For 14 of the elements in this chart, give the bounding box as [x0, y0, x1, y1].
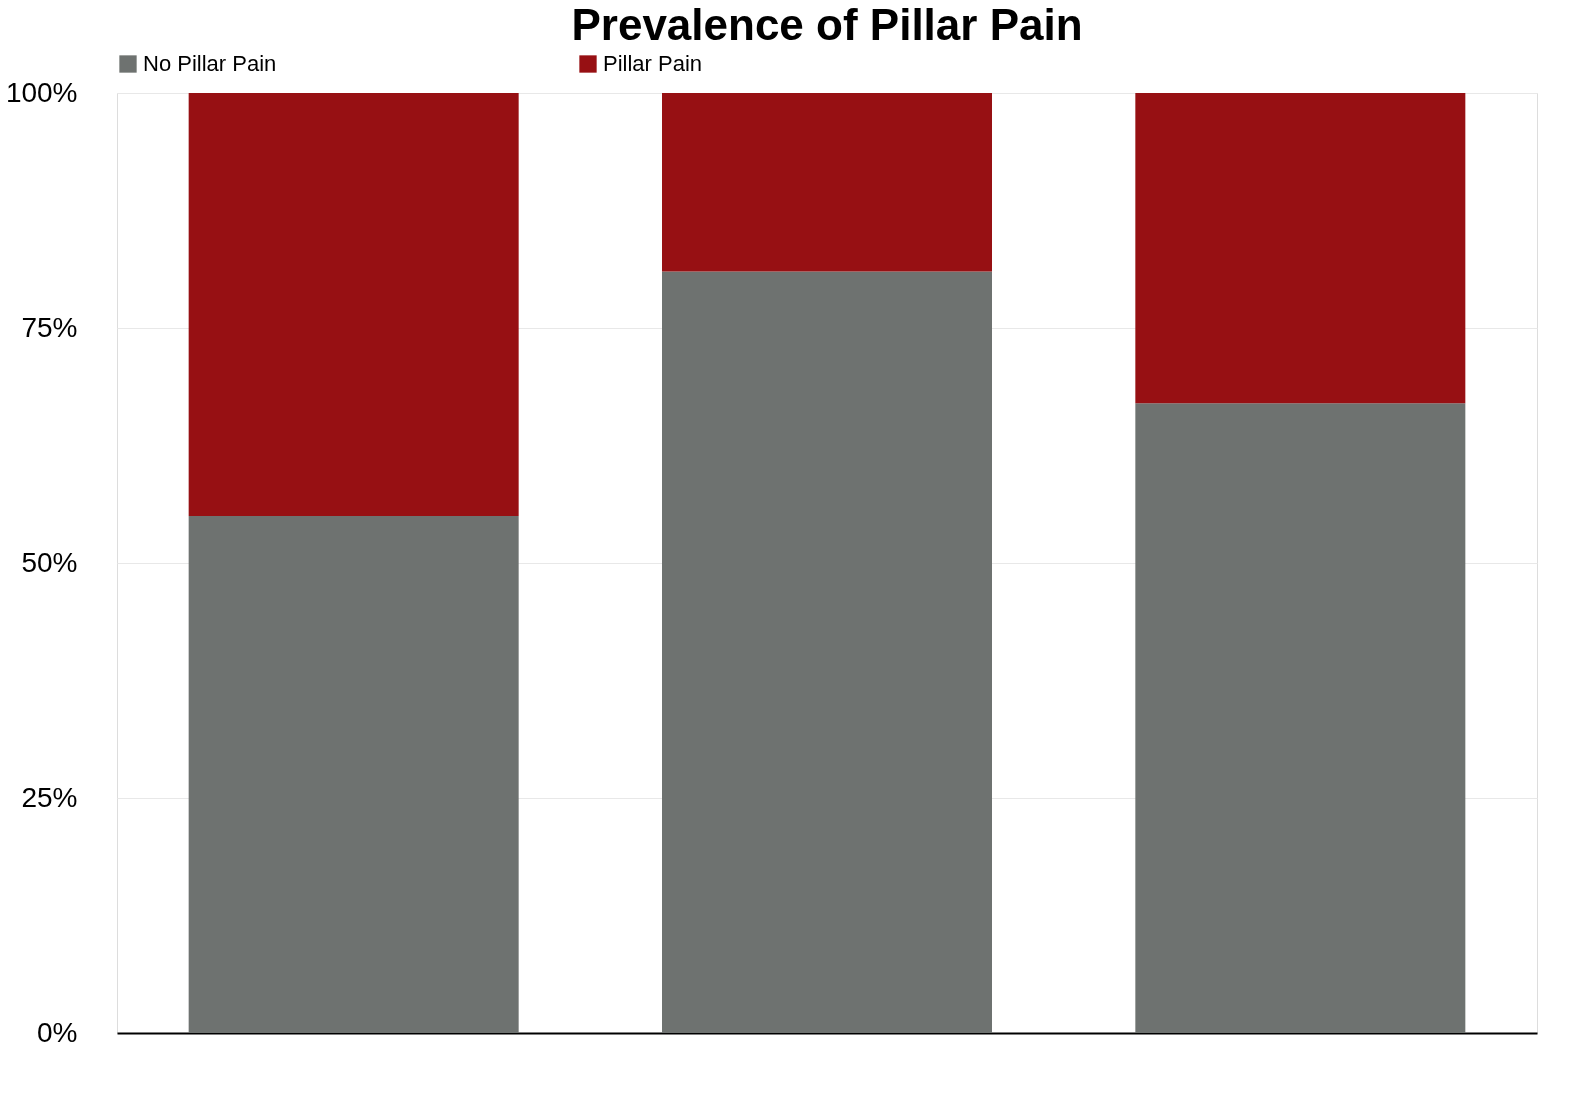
legend-label: Pillar Pain [603, 51, 703, 76]
bar [662, 271, 992, 1033]
bar [1135, 403, 1466, 1033]
bar [188, 93, 519, 516]
y-tick-label: 50% [21, 546, 78, 578]
legend-label: No Pillar Pain [143, 51, 277, 76]
y-tick-label: 0% [37, 1016, 78, 1048]
bar [662, 93, 992, 272]
chart-title: Prevalence of Pillar Pain [571, 0, 1083, 49]
y-tick-label: 25% [21, 781, 78, 813]
bar [1135, 93, 1466, 404]
bar [188, 516, 519, 1033]
y-tick-label: 75% [21, 311, 78, 343]
y-tick-label: 100% [5, 76, 78, 108]
